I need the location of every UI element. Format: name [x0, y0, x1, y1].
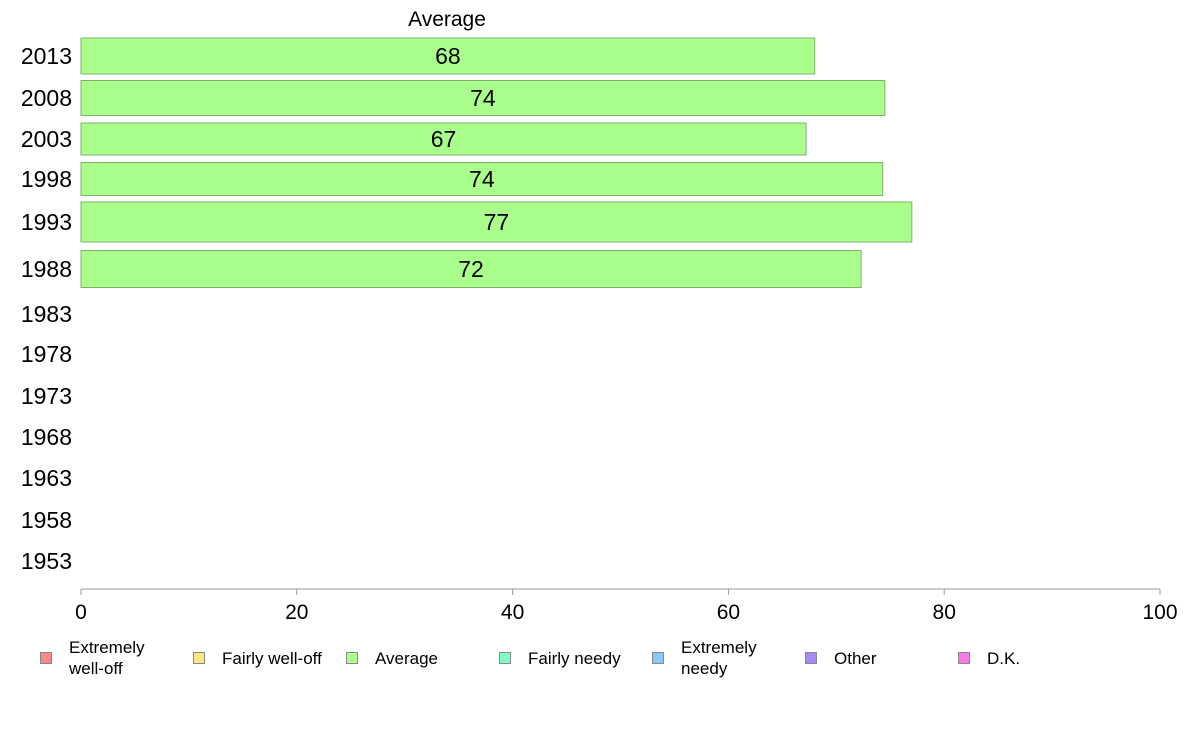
- y-axis-label: 2013: [21, 43, 72, 69]
- y-axis-label: 1953: [21, 548, 72, 574]
- legend-swatch: [805, 652, 817, 664]
- bar: [80, 37, 816, 75]
- legend-label: Average: [375, 648, 439, 668]
- x-axis-tick-label: 0: [75, 601, 87, 624]
- bar: [80, 80, 886, 116]
- x-axis-tick-label: 100: [1142, 601, 1177, 624]
- legend-label: D.K.: [987, 648, 1021, 668]
- legend-swatch: [346, 652, 358, 664]
- legend-item-other: Other: [805, 632, 944, 684]
- y-axis-label: 1978: [21, 341, 72, 367]
- bar: [80, 162, 884, 196]
- legend: Extremely well-off Fairly well-off Avera…: [0, 632, 1188, 692]
- y-axis-label: 2003: [21, 126, 72, 152]
- chart-title: Average: [408, 8, 486, 31]
- x-axis-tick-label: 40: [501, 601, 524, 624]
- legend-item-fairly-needy: Fairly needy: [499, 632, 638, 684]
- bar-data-label: 68: [435, 43, 461, 69]
- legend-item-dk: D.K.: [958, 632, 1097, 684]
- y-axis-label: 1998: [21, 166, 72, 192]
- legend-swatch: [193, 652, 205, 664]
- y-axis-label: 2008: [21, 85, 72, 111]
- y-axis-label: 1968: [21, 424, 72, 450]
- y-axis-label: 1958: [21, 507, 72, 533]
- y-axis-labels: 2013 2008 2003 1998 1993 1988 1983 1978 1973 1968…: [21, 43, 72, 574]
- bar: [80, 201, 913, 243]
- y-axis-label: 1973: [21, 383, 72, 409]
- legend-item-fairly-well-off: Fairly well-off: [193, 632, 352, 684]
- legend-swatch: [958, 652, 970, 664]
- legend-label: Fairly needy: [528, 648, 621, 668]
- bar-data-label: 67: [431, 126, 457, 152]
- legend-item-average: Average: [346, 632, 485, 684]
- bar: [80, 250, 862, 288]
- legend-label: Extremely well-off: [69, 638, 145, 678]
- legend-swatch: [652, 652, 664, 664]
- legend-item-extremely-well-off: Extremely well-off: [40, 632, 179, 684]
- legend-label: Other: [834, 648, 877, 668]
- legend-label: Fairly well-off: [222, 648, 322, 668]
- bar-data-label: 74: [469, 166, 495, 192]
- y-axis-label: 1963: [21, 465, 72, 491]
- y-axis-label: 1983: [21, 301, 72, 327]
- y-axis-label: 1993: [21, 209, 72, 235]
- legend-swatch: [499, 652, 511, 664]
- bar-data-label: 77: [484, 209, 510, 235]
- legend-item-extremely-needy: Extremely needy: [652, 632, 791, 684]
- x-axis-tick-label: 80: [933, 601, 956, 624]
- bar-data-label: 74: [470, 85, 496, 111]
- bar: [80, 122, 807, 156]
- x-axis-tick-label: 20: [285, 601, 308, 624]
- legend-swatch: [40, 652, 52, 664]
- x-axis-tick-label: 60: [717, 601, 740, 624]
- legend-label: Extremely needy: [681, 638, 757, 678]
- bar-data-label: 72: [458, 256, 484, 282]
- x-axis: 0 20 40 60 80 100: [75, 588, 1178, 624]
- y-axis-label: 1988: [21, 256, 72, 282]
